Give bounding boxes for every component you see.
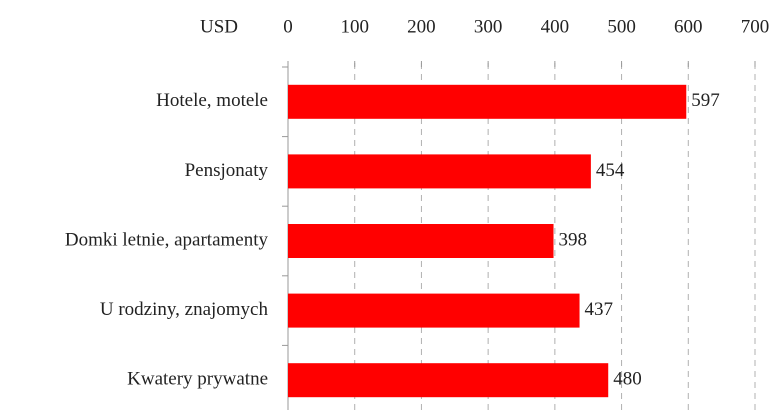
x-tick-label: 400 bbox=[541, 16, 570, 37]
bar bbox=[288, 224, 554, 258]
data-label: 597 bbox=[691, 90, 720, 111]
bar bbox=[288, 363, 609, 398]
x-tick-label: 0 bbox=[283, 16, 293, 37]
data-label: 398 bbox=[559, 229, 588, 250]
x-tick-label: 600 bbox=[674, 16, 703, 37]
bar bbox=[288, 293, 580, 328]
x-tick-label: 200 bbox=[407, 16, 436, 37]
data-label: 437 bbox=[585, 299, 614, 320]
y-tick-label: Hotele, motele bbox=[156, 90, 268, 111]
x-axis-label: USD bbox=[200, 16, 238, 37]
x-tick-label: 700 bbox=[741, 16, 770, 37]
y-tick-label: Kwatery prywatne bbox=[127, 369, 268, 390]
y-tick-label: Pensjonaty bbox=[185, 160, 269, 181]
y-tick-label: Domki letnie, apartamenty bbox=[65, 229, 269, 250]
bar bbox=[288, 154, 591, 189]
x-tick-label: 500 bbox=[607, 16, 636, 37]
x-tick-label: 300 bbox=[474, 16, 503, 37]
data-label: 480 bbox=[613, 369, 642, 390]
x-tick-label: 100 bbox=[340, 16, 369, 37]
y-tick-label: U rodziny, znajomych bbox=[100, 299, 269, 320]
data-label: 454 bbox=[596, 160, 625, 181]
bar bbox=[288, 84, 687, 119]
